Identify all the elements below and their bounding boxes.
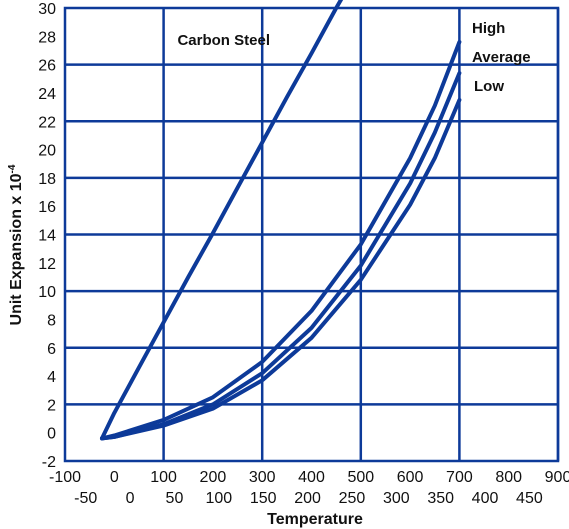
x-tick-label-secondary: 100 [205, 490, 232, 507]
series-line-high [100, 40, 462, 441]
high-label: High [472, 20, 505, 37]
x-tick-label-primary: 500 [347, 469, 374, 486]
x-tick-label-primary: 900 [545, 469, 569, 486]
x-tick-label-primary: 300 [249, 469, 276, 486]
y-tick-label: 0 [47, 426, 56, 443]
x-tick-label-secondary: 250 [339, 490, 366, 507]
x-tick-label-secondary: 400 [472, 490, 499, 507]
series-lines [100, 0, 462, 441]
y-tick-label: 22 [38, 114, 56, 131]
y-tick-label: 28 [38, 29, 56, 46]
series-line-low [100, 98, 462, 441]
x-tick-label-primary: 400 [298, 469, 325, 486]
y-tick-label: 18 [38, 171, 56, 188]
y-tick-label: -2 [42, 454, 56, 471]
x-tick-label-primary: 100 [150, 469, 177, 486]
y-axis-title-main: Unit Expansion x 10 [8, 173, 25, 325]
x-tick-label-secondary: 450 [516, 490, 543, 507]
y-tick-label: 20 [38, 143, 56, 160]
y-axis-title: Unit Expansion x 10-4 [7, 164, 25, 325]
y-axis-title-exponent: -4 [7, 164, 18, 173]
x-tick-label-primary: -100 [49, 469, 81, 486]
x-tick-label-secondary: 300 [383, 490, 410, 507]
y-tick-label: 26 [38, 58, 56, 75]
y-tick-label: 8 [47, 312, 56, 329]
y-tick-label: 10 [38, 284, 56, 301]
x-tick-labels-primary: -100 0 100 200 300 400 500 600 700 800 900 [49, 469, 569, 486]
y-tick-label: 14 [38, 228, 56, 245]
x-tick-label-secondary: -50 [74, 490, 97, 507]
average-label: Average [472, 49, 531, 66]
x-tick-label-primary: 800 [495, 469, 522, 486]
x-tick-labels-secondary: -50 0 50 100 150 200 250 300 350 400 450 [74, 490, 543, 507]
x-tick-label-primary: 200 [200, 469, 227, 486]
x-tick-label-secondary: 150 [250, 490, 277, 507]
grid [63, 6, 560, 463]
x-tick-label-secondary: 50 [166, 490, 184, 507]
y-tick-label: 4 [47, 369, 56, 386]
y-tick-label: 16 [38, 199, 56, 216]
x-tick-label-primary: 700 [446, 469, 473, 486]
y-tick-label: 24 [38, 86, 56, 103]
y-tick-label: 2 [47, 397, 56, 414]
low-label: Low [474, 78, 504, 95]
x-tick-label-secondary: 0 [126, 490, 135, 507]
x-tick-label-secondary: 350 [427, 490, 454, 507]
series-labels: Carbon Steel High Average Low [177, 20, 530, 95]
x-axis-title: Temperature [267, 511, 363, 528]
x-tick-label-primary: 600 [397, 469, 424, 486]
y-tick-label: 12 [38, 256, 56, 273]
series-line-carbon-steel [100, 0, 344, 441]
carbon-steel-label: Carbon Steel [177, 32, 270, 49]
series-line-average [100, 71, 462, 441]
y-tick-label: 6 [47, 341, 56, 358]
y-tick-label: 30 [38, 1, 56, 18]
x-tick-label-primary: 0 [110, 469, 119, 486]
x-tick-label-secondary: 200 [294, 490, 321, 507]
